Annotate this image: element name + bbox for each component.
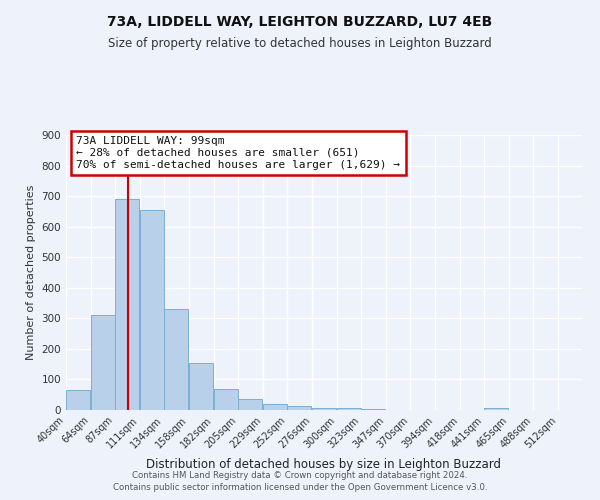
Text: 73A, LIDDELL WAY, LEIGHTON BUZZARD, LU7 4EB: 73A, LIDDELL WAY, LEIGHTON BUZZARD, LU7 … <box>107 15 493 29</box>
Bar <box>189 362 213 410</box>
Bar <box>287 406 311 410</box>
Bar <box>214 389 238 410</box>
Bar <box>263 404 287 410</box>
Y-axis label: Number of detached properties: Number of detached properties <box>26 185 36 360</box>
Bar <box>484 408 508 410</box>
X-axis label: Distribution of detached houses by size in Leighton Buzzard: Distribution of detached houses by size … <box>146 458 502 471</box>
Text: Contains HM Land Registry data © Crown copyright and database right 2024.: Contains HM Land Registry data © Crown c… <box>132 471 468 480</box>
Text: Contains public sector information licensed under the Open Government Licence v3: Contains public sector information licen… <box>113 484 487 492</box>
Bar <box>115 199 139 410</box>
Bar <box>91 316 115 410</box>
Text: Size of property relative to detached houses in Leighton Buzzard: Size of property relative to detached ho… <box>108 38 492 51</box>
Bar <box>238 400 262 410</box>
Bar <box>66 390 90 410</box>
Bar <box>361 409 385 410</box>
Bar <box>337 408 361 410</box>
Bar <box>164 309 188 410</box>
Text: 73A LIDDELL WAY: 99sqm
← 28% of detached houses are smaller (651)
70% of semi-de: 73A LIDDELL WAY: 99sqm ← 28% of detached… <box>76 136 400 170</box>
Bar <box>312 408 336 410</box>
Bar <box>140 210 164 410</box>
